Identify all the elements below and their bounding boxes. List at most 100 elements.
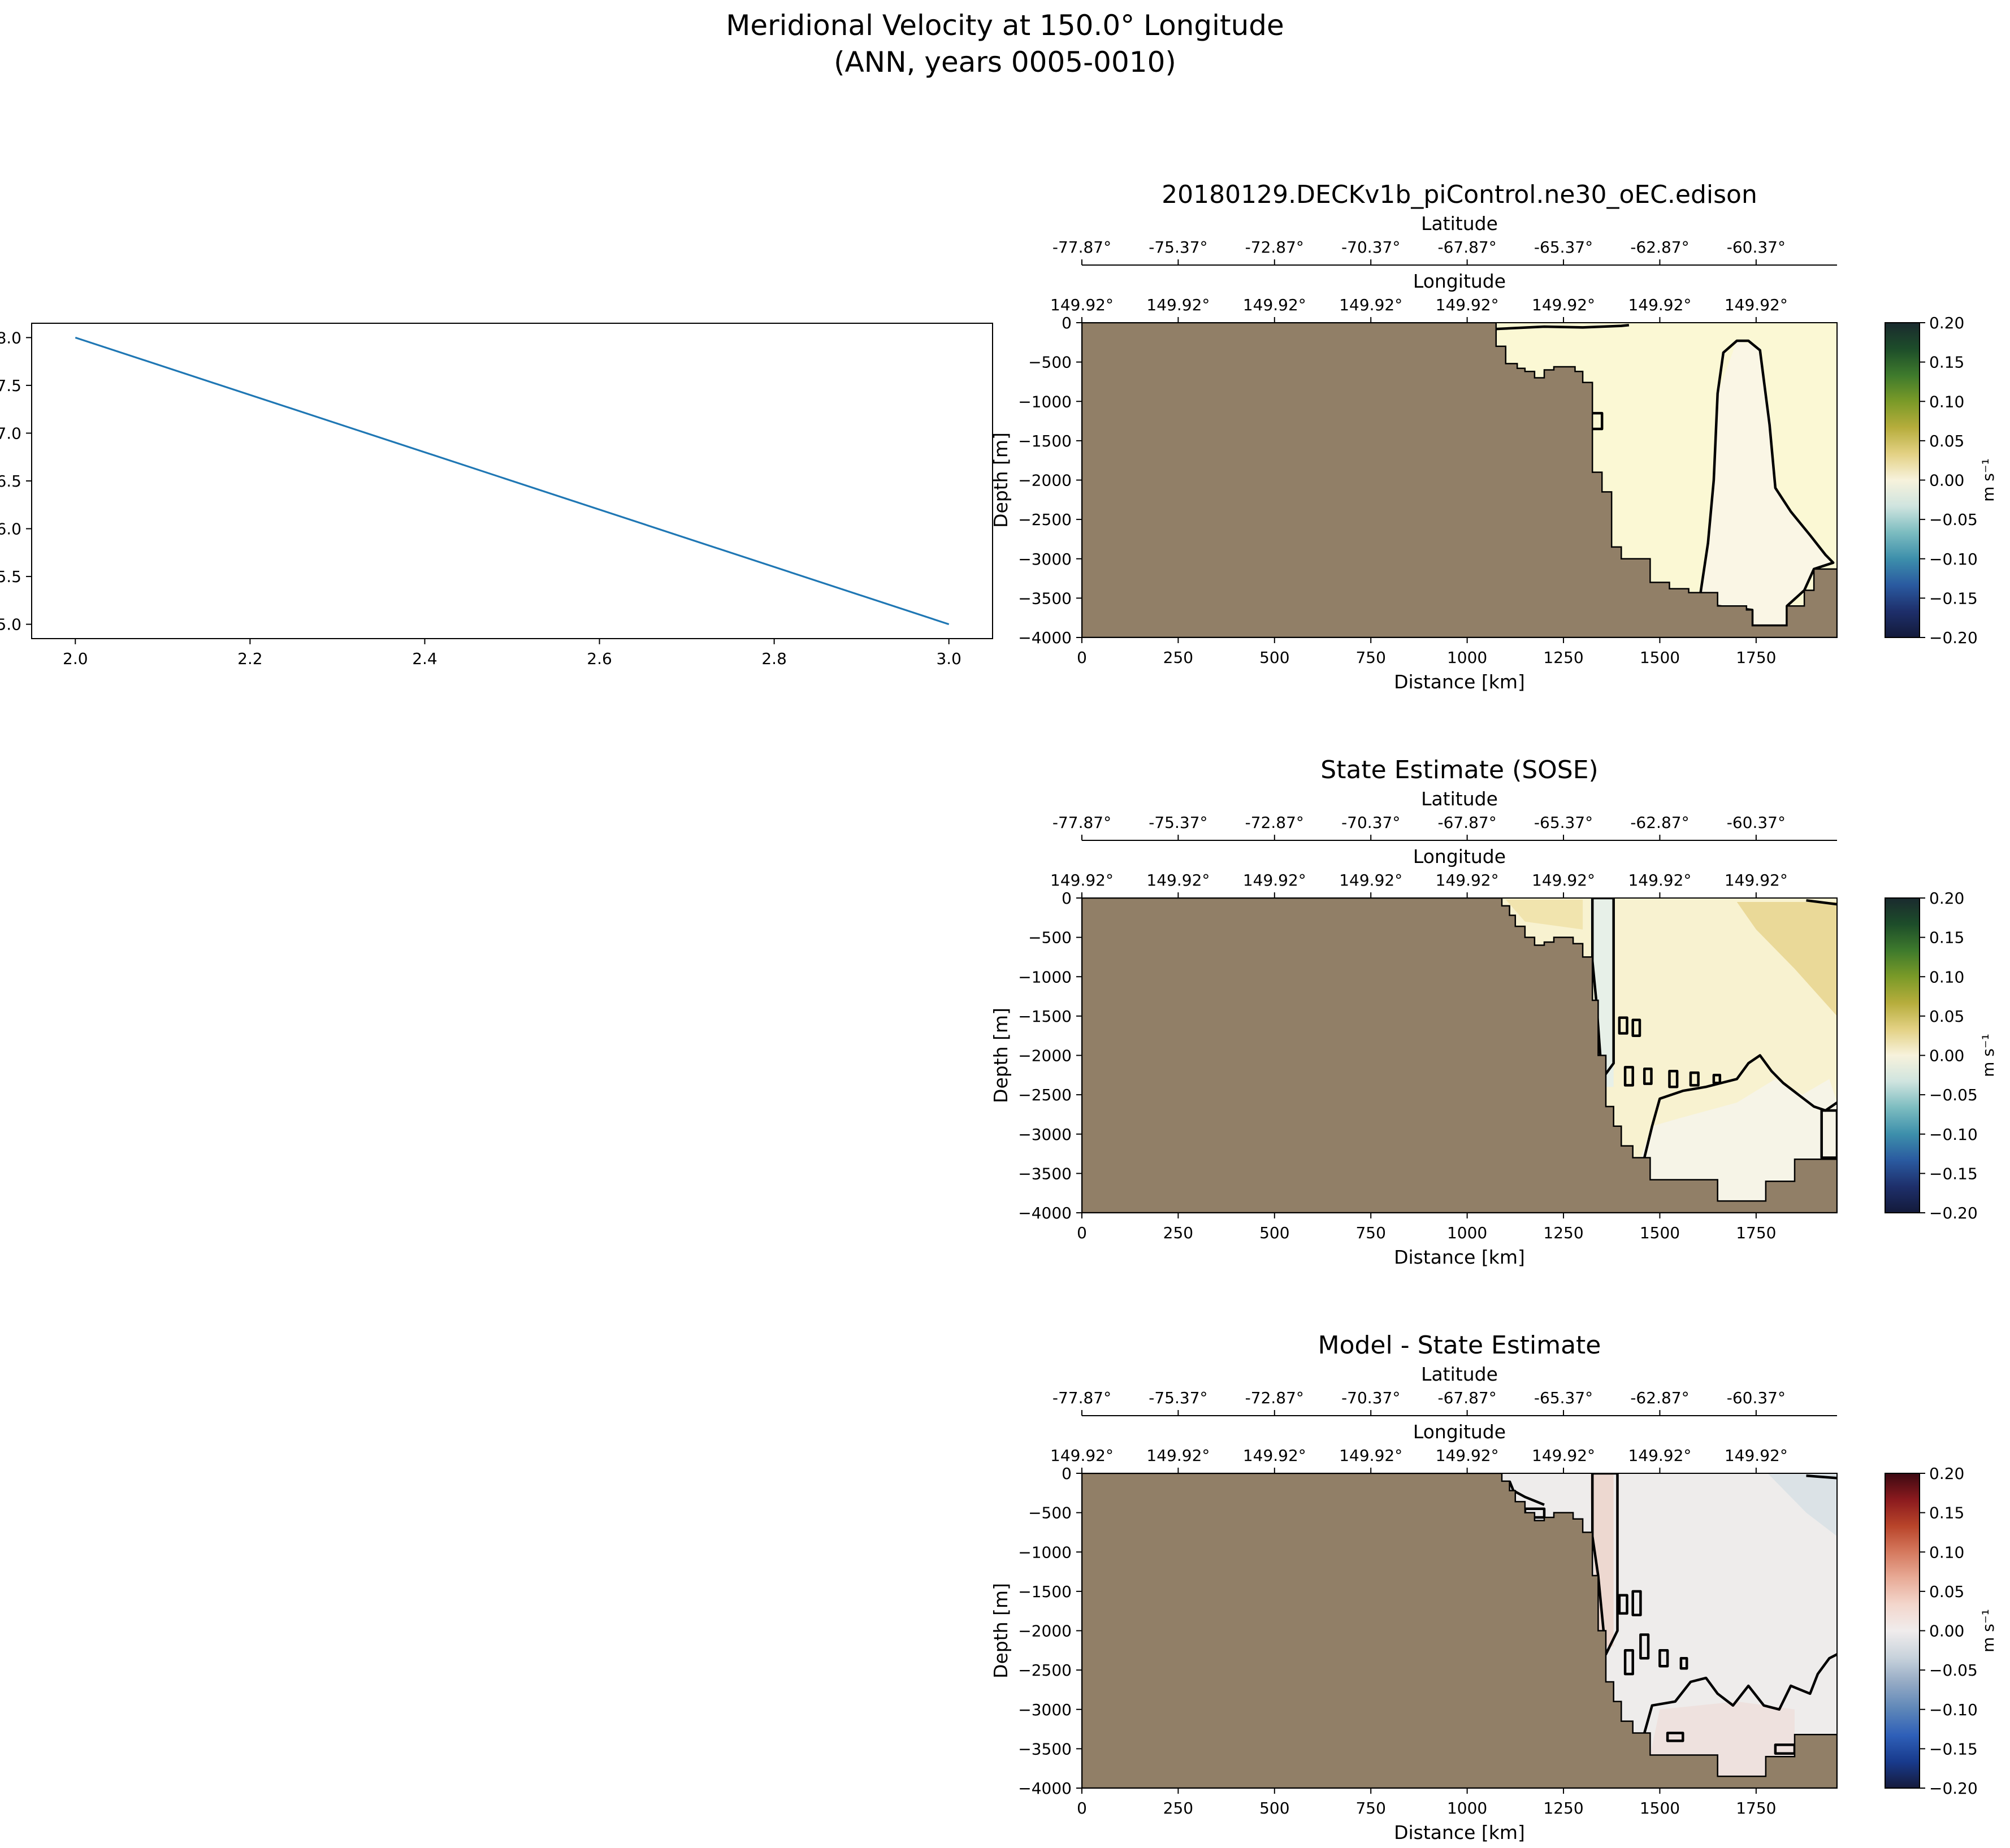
y-tick-label: −1500 bbox=[1018, 432, 1072, 450]
colorbar-tick-label: 0.10 bbox=[1929, 968, 1964, 986]
y-tick-label: −1000 bbox=[1018, 392, 1072, 411]
zero-contour bbox=[1618, 1016, 1628, 1035]
colorbar bbox=[1885, 897, 1920, 1213]
y-tick-label: −3000 bbox=[1018, 1125, 1072, 1144]
lat-tick-label: -65.37° bbox=[1534, 813, 1593, 832]
lat-tick-label: -67.87° bbox=[1437, 1389, 1496, 1407]
lat-tick-label: -72.87° bbox=[1245, 1389, 1304, 1407]
zero-contour bbox=[1666, 1732, 1684, 1742]
panel-title: 20180129.DECKv1b_piControl.ne30_oEC.edis… bbox=[1162, 180, 1757, 209]
lat-tick-label: -65.37° bbox=[1534, 1389, 1593, 1407]
y-tick-label: −2500 bbox=[1018, 510, 1072, 529]
lat-tick-label: -72.87° bbox=[1245, 813, 1304, 832]
field-patch bbox=[1736, 902, 1837, 1016]
y-tick-label: −4000 bbox=[1018, 628, 1072, 647]
lat-tick-label: -62.87° bbox=[1630, 238, 1689, 257]
zero-contour bbox=[1679, 1656, 1688, 1670]
colorbar-label: m s⁻¹ bbox=[1979, 1034, 1998, 1077]
lat-tick-label: -60.37° bbox=[1727, 238, 1786, 257]
y-tick-label: 5.0 bbox=[0, 615, 21, 634]
lat-tick-label: -75.37° bbox=[1149, 238, 1207, 257]
x-tick-label: 2.8 bbox=[761, 649, 787, 668]
zero-contour bbox=[1496, 323, 1630, 331]
y-tick-label: −2500 bbox=[1018, 1086, 1072, 1104]
lon-tick-label: 149.92° bbox=[1050, 296, 1114, 314]
lon-axis-label: Longitude bbox=[1413, 270, 1506, 292]
x-tick-label: 1500 bbox=[1640, 1799, 1680, 1817]
y-tick-label: −3500 bbox=[1018, 1164, 1072, 1183]
colorbar-tick-label: 0.00 bbox=[1929, 1622, 1964, 1641]
x-tick-label: 1000 bbox=[1447, 1799, 1487, 1817]
x-axis-label: Distance [km] bbox=[1394, 671, 1525, 693]
x-tick-label: 1500 bbox=[1640, 648, 1680, 667]
colorbar-tick-label: 0.10 bbox=[1929, 1543, 1964, 1561]
x-tick-label: 1750 bbox=[1736, 1224, 1776, 1242]
lat-axis-label: Latitude bbox=[1421, 212, 1498, 235]
zero-contour bbox=[1623, 1649, 1634, 1676]
colorbar-tick-label: 0.15 bbox=[1929, 929, 1964, 947]
x-tick-label: 750 bbox=[1355, 1799, 1385, 1817]
lon-tick-label: 149.92° bbox=[1532, 1446, 1595, 1465]
x-tick-label: 2.0 bbox=[63, 649, 88, 668]
lat-tick-label: -67.87° bbox=[1437, 813, 1496, 832]
lon-tick-label: 149.92° bbox=[1243, 1446, 1306, 1465]
y-axis-label: Depth [m] bbox=[990, 1008, 1012, 1103]
y-tick-label: 0 bbox=[1062, 889, 1072, 908]
x-tick-label: 2.2 bbox=[237, 649, 263, 668]
colorbar-tick-label: 0.05 bbox=[1929, 1007, 1964, 1026]
lon-tick-label: 149.92° bbox=[1146, 871, 1210, 890]
x-tick-label: 250 bbox=[1163, 648, 1193, 667]
lat-tick-label: -75.37° bbox=[1149, 813, 1207, 832]
y-axis-label: Depth [m] bbox=[990, 1583, 1012, 1678]
lat-tick-label: -62.87° bbox=[1630, 813, 1689, 832]
colorbar-tick-label: −0.15 bbox=[1929, 589, 1978, 608]
x-tick-label: 1000 bbox=[1447, 1224, 1487, 1242]
land-mask bbox=[1082, 898, 1837, 1213]
x-tick-label: 500 bbox=[1259, 648, 1289, 667]
y-tick-label: −2500 bbox=[1018, 1661, 1072, 1680]
lon-tick-label: 149.92° bbox=[1532, 296, 1595, 314]
lat-tick-label: -65.37° bbox=[1534, 238, 1593, 257]
zero-contour bbox=[1643, 1653, 1837, 1734]
lon-tick-label: 149.92° bbox=[1725, 1446, 1788, 1465]
lat-tick-label: -70.37° bbox=[1341, 238, 1400, 257]
y-tick-label: 0 bbox=[1062, 1464, 1072, 1483]
zero-contour bbox=[1631, 1018, 1641, 1037]
y-tick-label: −500 bbox=[1028, 353, 1072, 372]
colorbar-tick-label: −0.10 bbox=[1929, 1700, 1978, 1719]
colorbar bbox=[1885, 322, 1920, 638]
colorbar-tick-label: −0.20 bbox=[1929, 1779, 1978, 1798]
y-tick-label: 5.5 bbox=[0, 567, 21, 586]
field-patch bbox=[1650, 1701, 1795, 1777]
land-mask bbox=[1082, 323, 1837, 637]
lat-tick-label: -72.87° bbox=[1245, 238, 1304, 257]
field-patch bbox=[1640, 1079, 1837, 1201]
lon-tick-label: 149.92° bbox=[1050, 1446, 1114, 1465]
lon-axis-label: Longitude bbox=[1413, 845, 1506, 867]
x-tick-label: 1500 bbox=[1640, 1224, 1680, 1242]
lon-tick-label: 149.92° bbox=[1725, 871, 1788, 890]
zero-contour bbox=[1623, 1066, 1634, 1087]
y-tick-label: 0 bbox=[1062, 314, 1072, 332]
y-tick-label: −3500 bbox=[1018, 1739, 1072, 1758]
x-tick-label: 2.6 bbox=[587, 649, 612, 668]
y-tick-label: 7.5 bbox=[0, 376, 21, 395]
y-tick-label: −1500 bbox=[1018, 1007, 1072, 1026]
lat-tick-label: -62.87° bbox=[1630, 1389, 1689, 1407]
lon-tick-label: 149.92° bbox=[1339, 296, 1402, 314]
colorbar-tick-label: −0.05 bbox=[1929, 1661, 1978, 1680]
y-tick-label: −3000 bbox=[1018, 1700, 1072, 1719]
x-tick-label: 750 bbox=[1355, 1224, 1385, 1242]
lat-axis-label: Latitude bbox=[1421, 788, 1498, 810]
lon-tick-label: 149.92° bbox=[1628, 296, 1691, 314]
section-field bbox=[1082, 1473, 1837, 1788]
lat-tick-label: -75.37° bbox=[1149, 1389, 1207, 1407]
colorbar-tick-label: −0.05 bbox=[1929, 1086, 1978, 1104]
x-tick-label: 250 bbox=[1163, 1799, 1193, 1817]
zero-contour bbox=[1643, 1054, 1837, 1159]
x-tick-label: 0 bbox=[1077, 1799, 1087, 1817]
colorbar-tick-label: −0.05 bbox=[1929, 510, 1978, 529]
x-tick-label: 1250 bbox=[1543, 1224, 1583, 1242]
lon-tick-label: 149.92° bbox=[1146, 1446, 1210, 1465]
colorbar-tick-label: 0.20 bbox=[1929, 314, 1964, 332]
